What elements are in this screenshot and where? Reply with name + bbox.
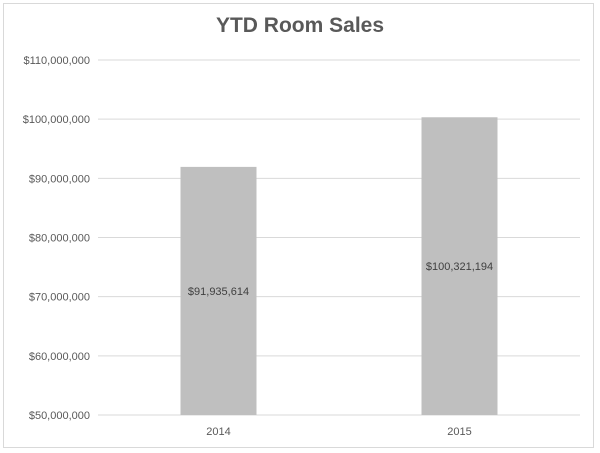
y-tick-label: $90,000,000 <box>29 173 90 185</box>
bar <box>421 117 498 415</box>
y-axis-tick-labels: $50,000,000 $60,000,000 $70,000,000 $80,000… <box>23 55 90 422</box>
x-axis-tick-labels: 2014 2015 <box>206 426 471 438</box>
data-label: $100,321,194 <box>426 261 493 273</box>
x-tick-label: 2015 <box>447 426 471 438</box>
gridlines <box>98 59 580 416</box>
bar <box>180 166 257 415</box>
x-tick-label: 2014 <box>206 426 230 438</box>
y-tick-label: $100,000,000 <box>23 114 90 126</box>
data-label: $91,935,614 <box>188 286 249 298</box>
y-tick-label: $50,000,000 <box>29 410 90 422</box>
bars <box>180 117 498 415</box>
chart-title: YTD Room Sales <box>215 14 385 37</box>
y-tick-label: $80,000,000 <box>29 233 90 245</box>
y-tick-label: $110,000,000 <box>24 55 90 67</box>
y-tick-label: $60,000,000 <box>29 351 90 363</box>
data-labels: $91,935,614 $100,321,194 <box>188 261 493 298</box>
y-tick-label: $70,000,000 <box>29 292 90 304</box>
